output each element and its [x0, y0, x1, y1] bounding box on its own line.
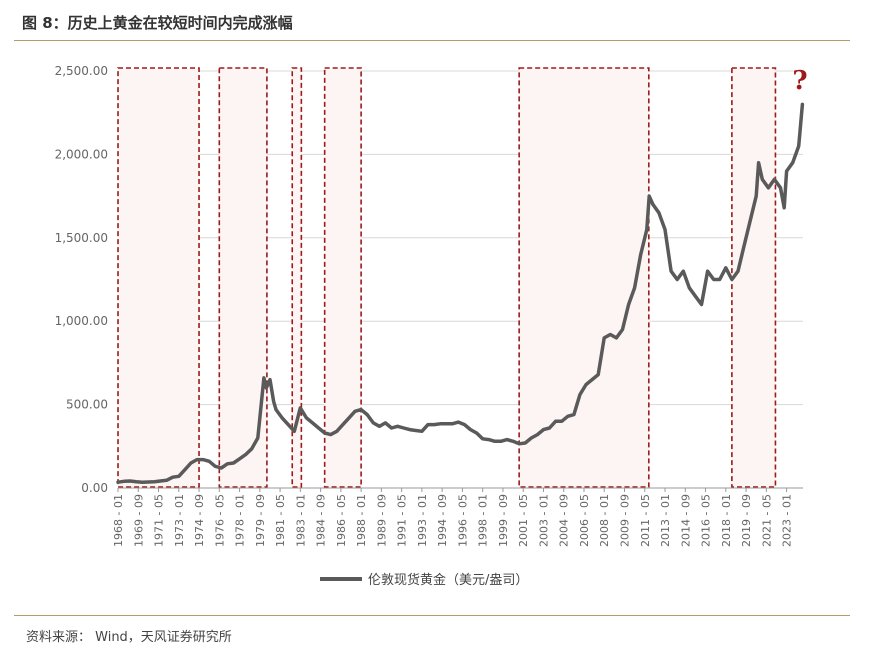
x-tick-label: 1996 - 05 [456, 494, 469, 547]
x-tick-label: 1999 - 09 [497, 494, 510, 547]
highlight-period-box [323, 67, 362, 488]
x-tick-label: 2003 - 01 [537, 494, 550, 547]
x-tick-label: 1989 - 09 [375, 494, 388, 547]
x-tick-label: 1998 - 01 [477, 494, 490, 547]
chart-title: 图 8：历史上黄金在较短时间内完成涨幅 [22, 14, 293, 32]
source-note: 资料来源： Wind，天风证券研究所 [26, 630, 232, 645]
x-tick-label: 1988 - 01 [355, 494, 368, 547]
legend-label: 伦敦现货黄金（美元/盎司） [368, 572, 528, 588]
x-tick-label: 2011 - 05 [639, 494, 652, 547]
x-tick-label: 1969 - 09 [132, 494, 145, 547]
x-tick-label: 2021 - 05 [760, 494, 773, 547]
header-rule [14, 40, 850, 41]
x-tick-label: 1983 - 01 [294, 494, 307, 547]
y-tick-label: 2,000.00 [55, 147, 108, 161]
x-tick-label: 1979 - 09 [254, 494, 267, 547]
gold-price-series-line [116, 102, 805, 484]
x-tick-label: 2018 - 01 [720, 494, 733, 547]
x-tick-label: 1991 - 05 [396, 494, 409, 547]
highlight-period-box [291, 67, 303, 488]
x-tick-label: 1968 - 01 [112, 494, 125, 547]
x-tick-label: 1976 - 05 [213, 494, 226, 547]
x-tick-label: 2006 - 05 [578, 494, 591, 547]
x-tick-label: 1974 - 09 [193, 494, 206, 547]
y-tick-label: 1,000.00 [55, 314, 108, 328]
y-tick-label: 1,500.00 [55, 231, 108, 245]
footer-rule [14, 615, 850, 616]
gold-price-chart: 2,500.00 2,000.00 1,500.00 1,000.00 500.00 0.… [55, 64, 808, 588]
x-tick-label: 2019 - 09 [740, 494, 753, 547]
x-tick-label: 1994 - 09 [436, 494, 449, 547]
y-tick-label: 2,500.00 [55, 64, 108, 78]
x-tick-label: 1971 - 05 [153, 494, 166, 547]
x-tick-label: 1981 - 05 [274, 494, 287, 547]
legend: 伦敦现货黄金（美元/盎司） [320, 572, 528, 588]
x-tick-label: 1993 - 01 [416, 494, 429, 547]
x-tick-label: 2016 - 05 [700, 494, 713, 547]
highlight-period-box [731, 67, 777, 488]
y-tick-label: 0.00 [81, 481, 108, 495]
x-tick-label: 2013 - 01 [659, 494, 672, 547]
x-tick-label: 2009 - 09 [619, 494, 632, 547]
x-tick-label: 1986 - 05 [335, 494, 348, 547]
x-tick-label: 2004 - 09 [558, 494, 571, 547]
x-tick-label: 1973 - 01 [173, 494, 186, 547]
x-tick-label: 2008 - 01 [598, 494, 611, 547]
x-tick-label: 2023 - 01 [781, 494, 794, 547]
y-tick-label: 500.00 [66, 398, 108, 412]
x-tick-label: 2001 - 05 [517, 494, 530, 547]
x-tick-label: 2014 - 09 [679, 494, 692, 547]
highlight-period-box [117, 67, 200, 488]
question-mark-annotation: ? [792, 66, 807, 96]
highlight-period-box [518, 67, 650, 488]
x-tick-label: 1984 - 09 [315, 494, 328, 547]
x-tick-label: 1978 - 01 [234, 494, 247, 547]
